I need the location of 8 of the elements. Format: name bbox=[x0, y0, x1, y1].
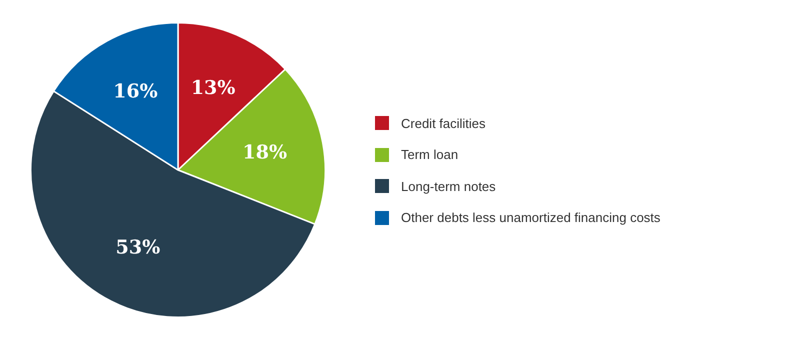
legend-label: Term loan bbox=[401, 147, 458, 162]
data-label: 53% bbox=[116, 236, 160, 259]
data-label: 16% bbox=[113, 80, 158, 103]
data-label: 18% bbox=[242, 141, 288, 164]
data-label: 13% bbox=[190, 76, 236, 99]
legend-label: Other debts less unamortized financing costs bbox=[401, 210, 660, 225]
legend-label: Long-term notes bbox=[401, 178, 496, 194]
legend-label: Credit facilities bbox=[401, 116, 486, 130]
